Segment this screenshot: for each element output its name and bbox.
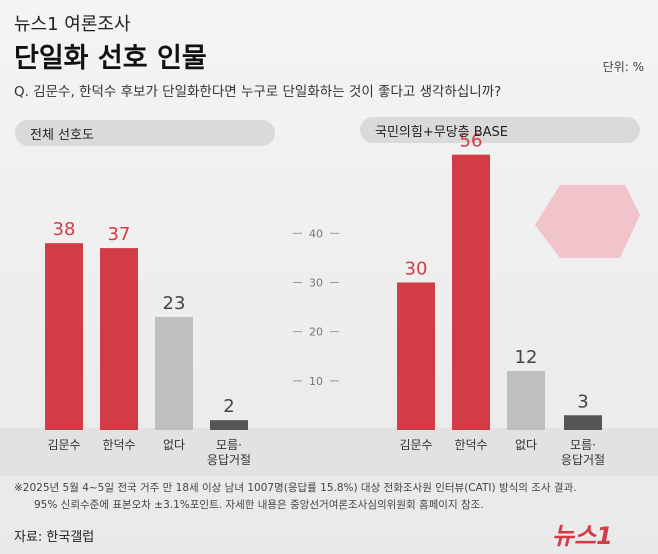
- unit: 단위: %: [602, 60, 644, 74]
- x-tick-label: 한덕수: [102, 438, 136, 452]
- bar: [397, 282, 435, 430]
- kicker: 뉴스1 여론조사: [14, 14, 131, 35]
- panel-header: [360, 117, 640, 143]
- footnote: ※2025년 5월 4~5일 전국 거주 만 18세 이상 남녀 1007명(응…: [14, 482, 577, 494]
- value-label: 38: [53, 219, 76, 240]
- question: Q. 김문수, 한덕수 후보가 단일화한다면 누구로 단일화하는 것이 좋다고 …: [14, 84, 502, 100]
- value-label: 37: [108, 224, 131, 245]
- footnote: 95% 신뢰수준에 표본오차 ±3.1%포인트. 자세한 내용은 중앙선거여론조…: [34, 499, 484, 511]
- x-tick-label: 없다: [162, 438, 186, 452]
- value-label: 23: [163, 293, 186, 314]
- title: 단일화 선호 인물: [14, 43, 207, 74]
- x-tick-label: 한덕수: [454, 438, 488, 452]
- x-tick-label: 없다: [514, 438, 538, 452]
- panel-title: 국민의힘+무당층 BASE: [375, 125, 509, 140]
- bar: [100, 248, 138, 430]
- baseline-band: [0, 428, 658, 476]
- y-tick-label: 20: [309, 326, 323, 339]
- x-tick-label: 김문수: [47, 438, 81, 452]
- y-tick-label: 30: [309, 277, 323, 290]
- x-tick-label: 모름· 응답거절: [560, 438, 606, 467]
- value-label: 2: [223, 396, 234, 417]
- bar: [155, 316, 193, 430]
- value-label: 30: [405, 259, 428, 280]
- x-tick-label: 모름· 응답거절: [206, 438, 252, 467]
- bar: [45, 243, 83, 430]
- panel-title: 전체 선호도: [30, 128, 94, 143]
- logo: 뉴스1: [552, 522, 613, 550]
- y-tick-label: 40: [309, 227, 323, 240]
- x-tick-label: 김문수: [399, 438, 433, 452]
- value-label: 56: [460, 131, 483, 152]
- bar: [452, 154, 490, 430]
- bar: [564, 415, 602, 430]
- value-label: 12: [515, 347, 538, 368]
- decoration: [535, 185, 640, 258]
- bar: [210, 420, 248, 430]
- bar: [507, 371, 545, 430]
- value-label: 3: [577, 391, 588, 412]
- y-tick-label: 10: [309, 375, 323, 388]
- panel-header: [15, 120, 275, 146]
- source: 자료: 한국갤럽: [14, 530, 95, 545]
